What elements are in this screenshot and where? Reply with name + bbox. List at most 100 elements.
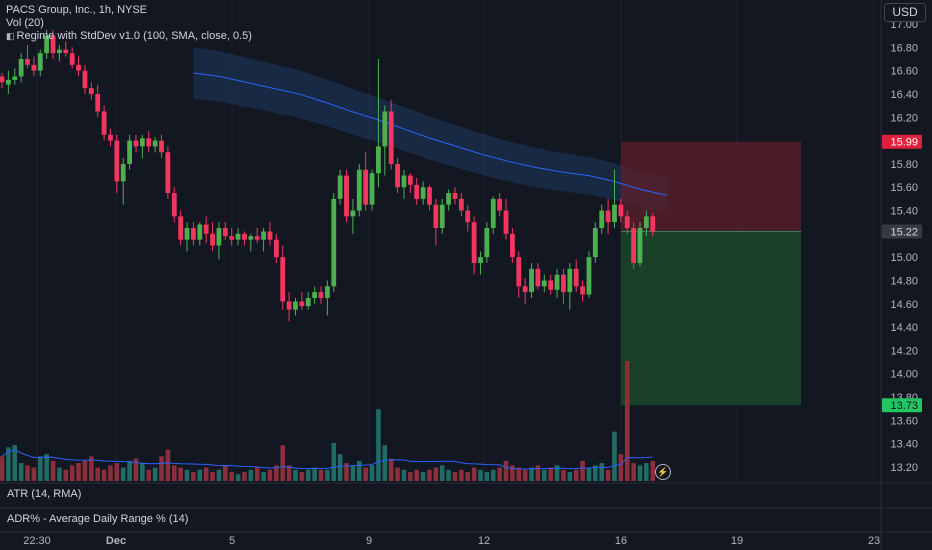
atr-pane-label[interactable]: ATR (14, RMA) bbox=[7, 488, 82, 500]
candlestick-series bbox=[0, 29, 656, 322]
candle-body bbox=[50, 35, 56, 54]
price-tick-label: 13.60 bbox=[890, 415, 918, 427]
price-tick-label: 16.20 bbox=[890, 112, 918, 124]
volume-bar bbox=[133, 458, 139, 481]
time-axis[interactable]: 22:30 Dec 5 9 12 16 19 23 bbox=[23, 535, 880, 547]
volume-bar bbox=[108, 465, 113, 481]
volume-bar bbox=[223, 465, 228, 481]
volume-bar bbox=[50, 460, 56, 481]
volume-bar bbox=[605, 469, 611, 481]
candle-body bbox=[356, 169, 362, 211]
target-price-tag: 13.73 bbox=[890, 400, 918, 412]
symbol-title[interactable]: PACS Group, Inc., 1h, NYSE bbox=[6, 4, 148, 16]
volume-bar bbox=[197, 469, 203, 481]
volume-bar bbox=[497, 467, 502, 481]
candle-body bbox=[261, 231, 266, 240]
volume-bar bbox=[178, 467, 183, 481]
time-tick-label: 12 bbox=[478, 535, 490, 547]
candle-body bbox=[458, 198, 464, 211]
price-tick-label: 16.60 bbox=[890, 66, 918, 78]
volume-bar bbox=[573, 469, 579, 481]
volume-bar bbox=[510, 465, 515, 481]
volume-bar bbox=[274, 465, 279, 481]
regime-legend[interactable]: ◧ Regime with StdDev v1.0 (100, SMA, clos… bbox=[6, 30, 252, 43]
volume-bar bbox=[561, 469, 566, 481]
candle-body bbox=[95, 93, 101, 112]
volume-bar bbox=[401, 469, 407, 481]
candle-body bbox=[643, 216, 649, 229]
volume-bar bbox=[242, 472, 247, 481]
candle-body bbox=[516, 257, 522, 287]
volume-bar bbox=[618, 454, 624, 481]
volume-bar bbox=[516, 467, 522, 481]
candle-body bbox=[57, 49, 62, 54]
volume-bar bbox=[184, 469, 190, 481]
price-tick-label: 14.60 bbox=[890, 299, 918, 311]
candle-body bbox=[114, 140, 120, 182]
candle-body bbox=[439, 204, 445, 229]
candle-body bbox=[25, 58, 30, 65]
candle-body bbox=[184, 228, 190, 240]
volume-bar bbox=[318, 469, 324, 481]
volume-bar bbox=[235, 474, 241, 481]
volume-bar bbox=[644, 463, 649, 481]
price-tick-label: 17.00 bbox=[890, 19, 918, 31]
position-tool[interactable] bbox=[621, 141, 801, 406]
time-tick-label: 23 bbox=[868, 535, 880, 547]
volume-bar bbox=[69, 465, 75, 481]
volume-bar bbox=[325, 469, 330, 481]
price-tick-label: 15.80 bbox=[890, 159, 918, 171]
candle-body bbox=[191, 228, 196, 240]
candle-body bbox=[407, 175, 413, 185]
candle-body bbox=[382, 111, 388, 147]
price-tick-label: 15.00 bbox=[890, 252, 918, 264]
price-tick-label: 13.40 bbox=[890, 439, 918, 451]
candle-body bbox=[331, 198, 337, 287]
candle-body bbox=[612, 204, 617, 223]
volume-bar bbox=[101, 469, 107, 481]
candle-body bbox=[165, 152, 171, 194]
volume-bar bbox=[248, 469, 254, 481]
target-price-tag-bg bbox=[882, 398, 922, 413]
candle-body bbox=[554, 274, 560, 290]
candle-body bbox=[503, 210, 509, 234]
candle-body bbox=[567, 268, 573, 293]
volume-bar bbox=[637, 465, 643, 481]
adr-pane-label[interactable]: ADR% - Average Daily Range % (14) bbox=[7, 513, 189, 525]
volume-bar bbox=[37, 456, 43, 481]
candle-body bbox=[388, 111, 394, 164]
candle-body bbox=[12, 76, 18, 80]
volume-bar bbox=[580, 460, 585, 481]
volume-legend[interactable]: Vol (20) bbox=[6, 17, 44, 29]
volume-bar bbox=[388, 458, 394, 481]
candle-body bbox=[159, 140, 164, 153]
candle-body bbox=[605, 210, 611, 223]
candle-body bbox=[171, 193, 177, 217]
candle-body bbox=[363, 169, 369, 205]
candle-body bbox=[592, 228, 598, 258]
candle-body bbox=[63, 49, 69, 54]
volume-bar bbox=[89, 456, 94, 481]
candle-body bbox=[401, 175, 407, 188]
time-tick-label: Dec bbox=[106, 535, 126, 547]
take-profit-zone bbox=[621, 231, 801, 406]
candle-body bbox=[369, 173, 375, 205]
candle-body bbox=[490, 198, 496, 229]
volume-bar bbox=[567, 472, 573, 481]
volume-bar bbox=[395, 467, 400, 481]
price-tick-label: 14.40 bbox=[890, 322, 918, 334]
candle-body bbox=[478, 257, 483, 263]
volume-bar bbox=[427, 469, 432, 481]
volume-bar bbox=[12, 445, 18, 481]
volume-bar bbox=[593, 465, 598, 481]
lightning-icon[interactable]: ⚡ bbox=[655, 464, 671, 480]
volume-bar bbox=[337, 454, 343, 481]
volume-bar bbox=[529, 467, 534, 481]
currency-button[interactable]: USD bbox=[884, 3, 926, 22]
candle-body bbox=[37, 53, 43, 71]
volume-bar bbox=[44, 454, 49, 481]
volume-bar bbox=[95, 467, 100, 481]
indicator-icon: ◧ bbox=[6, 31, 15, 41]
